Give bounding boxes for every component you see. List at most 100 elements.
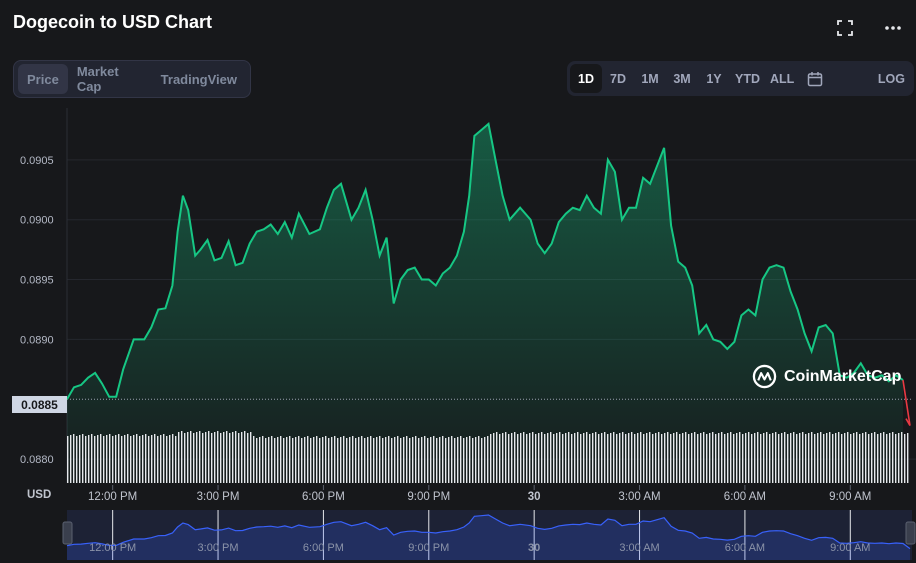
log-scale-toggle[interactable]: LOG xyxy=(877,71,905,86)
tab-tradingview[interactable]: TradingView xyxy=(160,71,237,87)
volume-bar xyxy=(418,438,420,483)
volume-bar xyxy=(430,437,432,483)
y-tick-label: 0.0905 xyxy=(20,155,54,167)
volume-bar xyxy=(907,433,909,483)
volume-bar xyxy=(733,434,735,483)
navigator-right-handle[interactable] xyxy=(905,521,916,545)
volume-bar xyxy=(625,434,627,483)
more-icon[interactable] xyxy=(883,18,903,38)
y-axis: 0.0880 0.0890 0.0895 0.0900 0.0905 xyxy=(20,155,54,466)
volume-bar xyxy=(637,433,639,483)
volume-bar xyxy=(826,433,828,483)
volume-bar xyxy=(898,433,900,483)
navigator-panel xyxy=(67,510,912,560)
volume-bar xyxy=(361,436,363,483)
volume-bar xyxy=(634,434,636,483)
volume-bar xyxy=(718,433,720,483)
volume-bar xyxy=(661,434,663,483)
volume-bar xyxy=(265,438,267,483)
volume-bar xyxy=(307,436,309,483)
volume-bar xyxy=(442,436,444,483)
navigator-area xyxy=(67,515,910,560)
navigator-x-tick-label: 3:00 PM xyxy=(198,542,239,554)
range-ytd-button[interactable]: YTD xyxy=(735,71,760,86)
calendar-icon[interactable] xyxy=(799,64,831,93)
volume-bar xyxy=(232,432,234,483)
volume-bar xyxy=(610,433,612,483)
volume-bar xyxy=(796,434,798,483)
volume-bar xyxy=(295,437,297,483)
volume-bar xyxy=(325,436,327,483)
volume-bar xyxy=(820,432,822,483)
volume-bar xyxy=(187,432,189,483)
volume-bar xyxy=(793,432,795,483)
volume-bar xyxy=(97,435,99,483)
navigator-x-tick-label: 30 xyxy=(528,542,540,554)
tab-market-cap[interactable]: Market Cap xyxy=(76,64,119,94)
volume-bar xyxy=(685,432,687,483)
tab-price[interactable]: Price xyxy=(18,64,68,94)
fullscreen-icon[interactable] xyxy=(835,18,855,38)
range-all-button[interactable]: ALL xyxy=(770,71,795,86)
x-tick-label: 3:00 PM xyxy=(197,491,240,503)
volume-bar xyxy=(91,434,93,483)
volume-bar xyxy=(160,435,162,483)
volume-bar xyxy=(784,432,786,483)
range-7d-button[interactable]: 7D xyxy=(610,71,626,86)
navigator-x-tick-label: 9:00 AM xyxy=(830,542,870,554)
volume-bar xyxy=(592,433,594,483)
price-area xyxy=(67,123,903,484)
volume-bar xyxy=(652,434,654,483)
volume-bar xyxy=(628,433,630,483)
range-1d-button[interactable]: 1D xyxy=(570,64,602,93)
volume-bar xyxy=(283,438,285,483)
volume-bar xyxy=(217,431,219,483)
volume-bar xyxy=(118,434,120,483)
volume-bar xyxy=(841,434,843,483)
volume-bar xyxy=(493,433,495,483)
volume-bar xyxy=(280,436,282,483)
watermark-text: CoinMarketCap xyxy=(784,367,902,385)
volume-bar xyxy=(427,438,429,483)
volume-bar xyxy=(277,437,279,483)
navigator-left-handle[interactable] xyxy=(62,521,73,545)
range-3m-button[interactable]: 3M xyxy=(673,71,691,86)
volume-bar xyxy=(862,433,864,483)
volume-bar xyxy=(178,432,180,483)
volume-bar xyxy=(331,437,333,483)
volume-bar xyxy=(802,432,804,483)
volume-bar xyxy=(478,436,480,483)
volume-bar xyxy=(481,438,483,483)
volume-bar xyxy=(382,438,384,483)
volume-bar xyxy=(229,433,231,483)
volume-bar xyxy=(688,434,690,483)
volume-bar xyxy=(466,437,468,483)
volume-bar xyxy=(370,436,372,483)
volume-bar xyxy=(832,434,834,483)
volume-bar xyxy=(886,434,888,483)
volume-bar xyxy=(622,432,624,483)
volume-bar xyxy=(871,433,873,483)
volume-bar xyxy=(586,432,588,483)
volume-bar xyxy=(154,434,156,483)
volume-bar xyxy=(727,433,729,483)
volume-bar xyxy=(184,433,186,483)
volume-bar xyxy=(673,433,675,483)
price-chart: 0.0880 0.0890 0.0895 0.0900 0.0905 12:00 PM 3… xyxy=(20,108,916,560)
volume-bar xyxy=(475,437,477,483)
volume-bar xyxy=(604,432,606,483)
volume-bar xyxy=(805,434,807,483)
range-1y-button[interactable]: 1Y xyxy=(706,71,722,86)
volume-bar xyxy=(649,432,651,483)
volume-bar xyxy=(460,436,462,483)
volume-bar xyxy=(316,436,318,483)
range-1m-button[interactable]: 1M xyxy=(641,71,659,86)
volume-bar xyxy=(109,434,111,483)
volume-bar xyxy=(724,434,726,483)
volume-bars xyxy=(67,431,909,483)
volume-bar xyxy=(535,434,537,483)
volume-bar xyxy=(211,433,213,483)
volume-bar xyxy=(835,433,837,483)
chart-type-tabs: Price Market Cap TradingView xyxy=(13,60,251,98)
volume-bar xyxy=(208,431,210,483)
